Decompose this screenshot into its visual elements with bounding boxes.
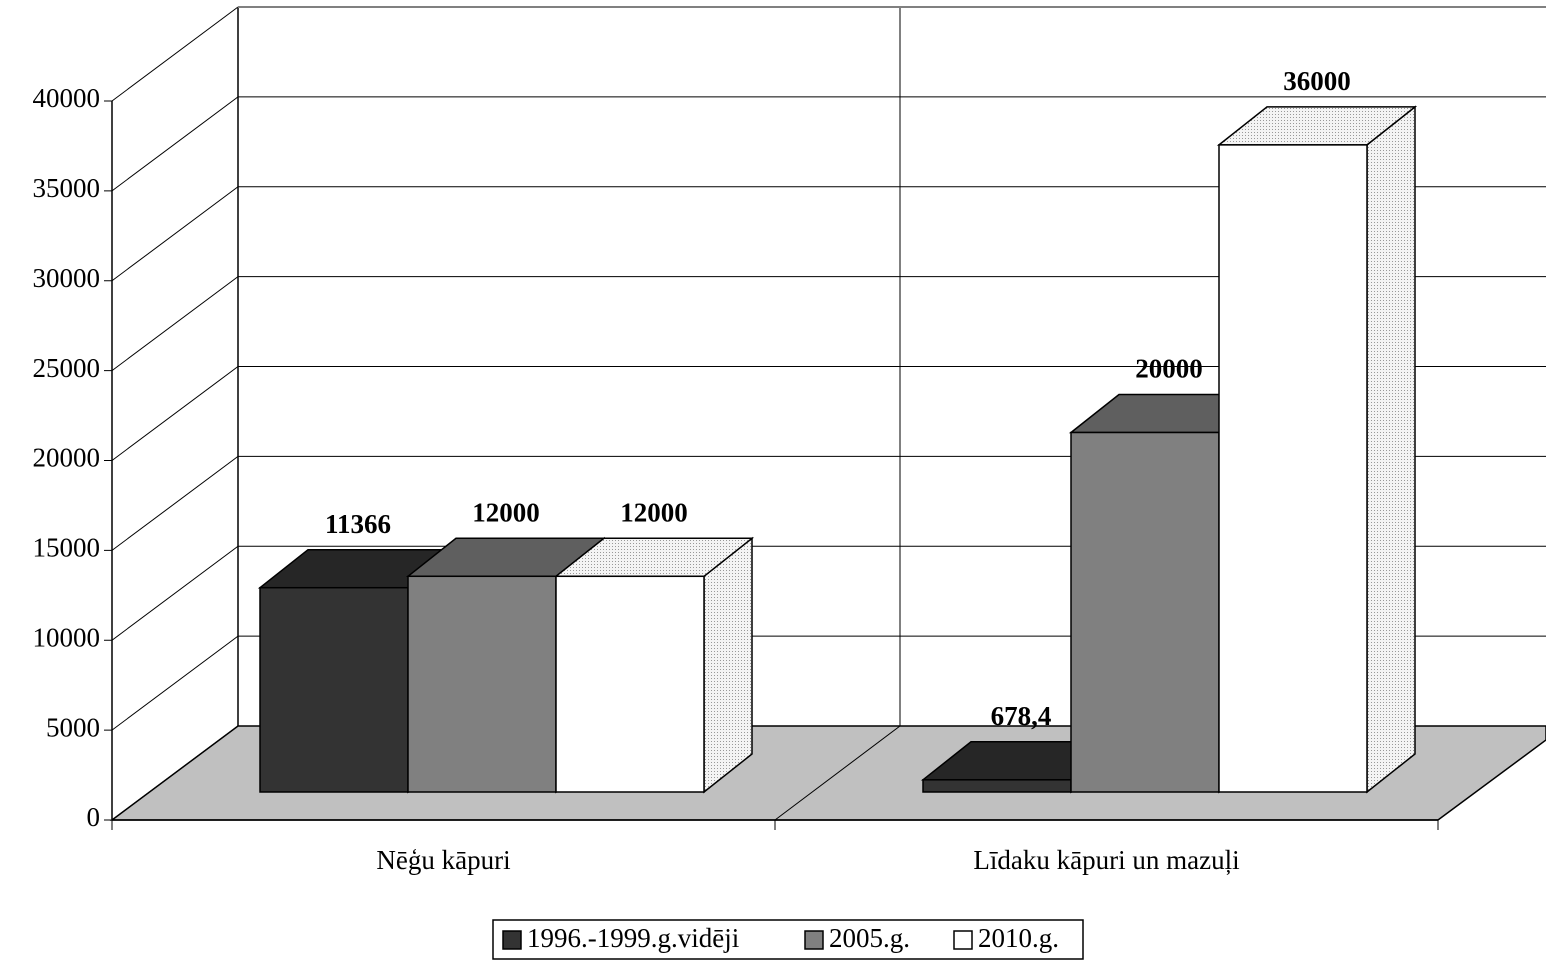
bar-side	[1366, 105, 1416, 794]
y-tick-label: 40000	[33, 83, 101, 113]
floor-divider	[774, 725, 901, 821]
y-tick-label: 25000	[33, 353, 101, 383]
grid-diagonal	[111, 545, 239, 641]
grid-diagonal	[111, 635, 239, 731]
bar	[259, 586, 409, 793]
bar-side	[703, 536, 753, 794]
grid-diagonal	[111, 6, 239, 102]
bar	[1218, 144, 1368, 793]
grid-diagonal	[111, 276, 239, 372]
grid-diagonal	[111, 186, 239, 282]
y-tick-label: 30000	[33, 263, 101, 293]
x-tick-label: Līdaku kāpuri un mazuļi	[973, 845, 1239, 875]
legend-label: 2005.g.	[829, 923, 910, 953]
value-label: 36000	[1283, 66, 1351, 96]
grid-diagonal	[111, 455, 239, 551]
x-tick-label: Nēģu kāpuri	[376, 845, 510, 875]
y-tick-label: 0	[87, 802, 101, 832]
legend-label: 2010.g.	[978, 923, 1059, 953]
value-label: 11366	[325, 509, 391, 539]
value-label: 12000	[472, 498, 540, 528]
legend-swatch	[502, 930, 522, 950]
bar	[407, 575, 557, 793]
y-tick-label: 10000	[33, 622, 101, 652]
bar	[1070, 431, 1220, 793]
y-tick-label: 35000	[33, 173, 101, 203]
y-tick-label: 5000	[46, 712, 100, 742]
value-label: 678,4	[991, 701, 1052, 731]
grid-diagonal	[111, 366, 239, 461]
bar	[555, 575, 705, 793]
legend-swatch	[953, 930, 973, 950]
value-label: 12000	[620, 498, 688, 528]
y-tick-label: 15000	[33, 533, 101, 563]
legend	[492, 919, 1084, 960]
value-label: 20000	[1135, 354, 1203, 384]
legend-swatch	[804, 930, 824, 950]
grid-diagonal	[111, 96, 239, 192]
grid-diagonal	[111, 725, 239, 821]
y-tick-label: 20000	[33, 443, 101, 473]
legend-label: 1996.-1999.g.vidēji	[527, 923, 739, 953]
bar	[922, 779, 1072, 793]
